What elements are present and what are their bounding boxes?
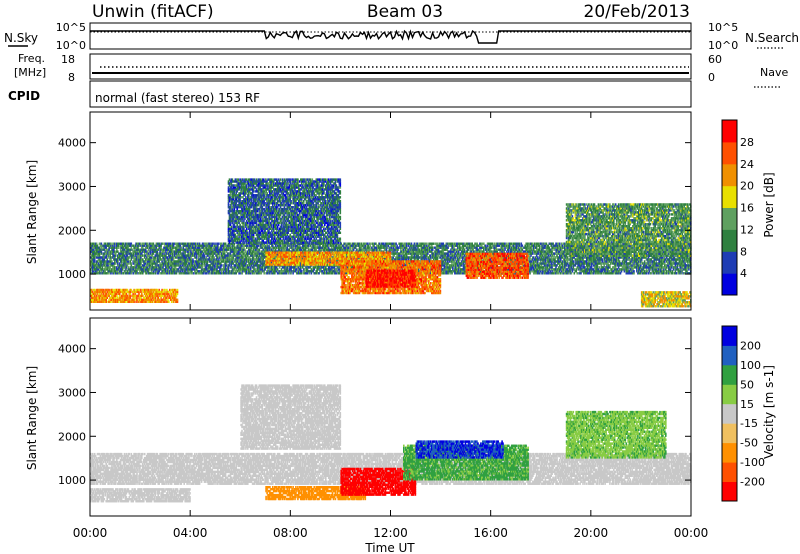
freq-label: Freq. xyxy=(18,52,45,65)
nave-tick-high: 60 xyxy=(708,53,722,66)
noise-tick-low: 10^0 xyxy=(56,39,86,52)
beam-title: Beam 03 xyxy=(367,2,443,22)
noise-tick-high: 10^5 xyxy=(56,21,86,34)
noise-search-label: N.Search xyxy=(745,31,799,45)
noise-sky-line xyxy=(90,31,691,43)
power-scatter-cell xyxy=(131,262,133,264)
noise-tick-high-right: 10^5 xyxy=(708,21,738,34)
station-title: Unwin (fitACF) xyxy=(92,2,214,22)
freq-unit-label: [MHz] xyxy=(14,66,46,79)
radar-summary-plot: Unwin (fitACF) Beam 03 20/Feb/2013 N.Sky… xyxy=(0,0,800,554)
freq-tick-low: 8 xyxy=(68,71,75,84)
date-title: 20/Feb/2013 xyxy=(584,2,690,22)
power-scatter-cell xyxy=(142,254,144,256)
noise-panel-frame xyxy=(90,23,691,49)
nave-label: Nave xyxy=(760,66,788,79)
cpid-text: normal (fast stereo) 153 RF xyxy=(95,91,260,105)
noise-trace xyxy=(90,31,691,43)
freq-tick-high: 18 xyxy=(61,53,75,66)
noise-tick-low-right: 10^0 xyxy=(708,39,738,52)
nave-tick-low: 0 xyxy=(708,71,715,84)
cpid-label: CPID xyxy=(8,89,40,103)
noise-sky-label: N.Sky xyxy=(4,31,38,45)
power-heatmap xyxy=(90,178,692,307)
